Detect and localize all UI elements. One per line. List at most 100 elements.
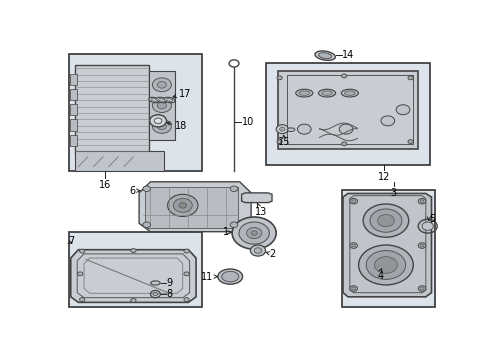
Circle shape	[173, 198, 192, 212]
Bar	[74, 151, 164, 171]
Polygon shape	[343, 193, 432, 297]
Circle shape	[408, 140, 413, 144]
Text: 18: 18	[175, 121, 187, 131]
Circle shape	[152, 78, 171, 92]
Circle shape	[396, 105, 410, 115]
Circle shape	[230, 222, 238, 228]
Circle shape	[408, 76, 413, 80]
Circle shape	[77, 272, 83, 276]
Circle shape	[79, 298, 85, 302]
Text: 10: 10	[242, 117, 254, 127]
Text: 13: 13	[254, 207, 267, 217]
Ellipse shape	[221, 271, 239, 282]
Bar	[148, 71, 175, 140]
Circle shape	[280, 127, 285, 131]
Circle shape	[374, 257, 397, 273]
Circle shape	[254, 248, 262, 253]
Circle shape	[168, 194, 198, 216]
Circle shape	[420, 200, 424, 203]
Ellipse shape	[318, 53, 332, 59]
Ellipse shape	[344, 91, 355, 95]
Circle shape	[350, 286, 358, 291]
Text: 4: 4	[377, 271, 383, 281]
Circle shape	[342, 142, 347, 146]
Bar	[342, 190, 435, 307]
Text: 14: 14	[342, 50, 355, 60]
Circle shape	[239, 222, 270, 244]
Circle shape	[363, 204, 409, 237]
Polygon shape	[242, 193, 272, 203]
Ellipse shape	[318, 89, 336, 97]
Bar	[74, 66, 148, 154]
Circle shape	[230, 186, 238, 192]
Ellipse shape	[151, 99, 158, 102]
Circle shape	[352, 244, 356, 247]
Bar	[145, 187, 238, 228]
Circle shape	[131, 249, 136, 252]
Ellipse shape	[299, 91, 310, 95]
Ellipse shape	[296, 89, 313, 97]
Ellipse shape	[218, 269, 243, 284]
Ellipse shape	[149, 97, 160, 103]
Text: 8: 8	[167, 289, 173, 299]
Circle shape	[418, 243, 426, 248]
Polygon shape	[71, 250, 196, 302]
Text: 5: 5	[429, 214, 435, 224]
Circle shape	[157, 102, 167, 109]
Circle shape	[418, 286, 426, 291]
Circle shape	[131, 298, 136, 302]
Circle shape	[366, 251, 406, 279]
Circle shape	[350, 243, 358, 248]
Bar	[70, 89, 77, 100]
Ellipse shape	[287, 128, 295, 131]
Ellipse shape	[322, 91, 332, 95]
Polygon shape	[139, 182, 251, 232]
Bar	[70, 135, 77, 146]
Circle shape	[297, 124, 311, 134]
Text: 16: 16	[99, 180, 111, 190]
Circle shape	[143, 186, 150, 192]
Ellipse shape	[164, 97, 175, 103]
Circle shape	[277, 140, 282, 144]
Bar	[70, 120, 77, 131]
Bar	[69, 54, 202, 171]
Polygon shape	[278, 71, 418, 149]
Circle shape	[184, 298, 189, 302]
Circle shape	[420, 287, 424, 290]
Circle shape	[152, 99, 171, 112]
Text: 11: 11	[201, 271, 213, 282]
Ellipse shape	[159, 99, 165, 102]
Ellipse shape	[156, 97, 168, 103]
Text: 3: 3	[391, 188, 396, 198]
Circle shape	[359, 245, 413, 285]
Circle shape	[250, 245, 266, 256]
Ellipse shape	[342, 89, 358, 97]
Ellipse shape	[315, 51, 335, 60]
Circle shape	[79, 249, 85, 253]
Text: 2: 2	[270, 249, 275, 259]
Text: 12: 12	[378, 172, 390, 182]
Ellipse shape	[166, 99, 173, 102]
Text: 7: 7	[68, 237, 74, 246]
Circle shape	[246, 228, 262, 239]
Circle shape	[277, 76, 282, 80]
Text: 1: 1	[223, 227, 229, 237]
Text: 17: 17	[179, 90, 192, 99]
Circle shape	[153, 292, 158, 296]
Text: 6: 6	[129, 186, 135, 196]
Bar	[70, 74, 77, 85]
Circle shape	[150, 115, 167, 127]
Circle shape	[154, 118, 162, 123]
Circle shape	[352, 200, 356, 203]
Circle shape	[350, 198, 358, 204]
Circle shape	[184, 272, 189, 276]
Circle shape	[157, 123, 167, 130]
Circle shape	[370, 209, 402, 232]
Bar	[69, 232, 202, 307]
Circle shape	[179, 203, 187, 208]
Ellipse shape	[151, 281, 160, 285]
Circle shape	[420, 244, 424, 247]
Circle shape	[251, 231, 257, 235]
Circle shape	[418, 198, 426, 204]
Circle shape	[378, 215, 394, 227]
